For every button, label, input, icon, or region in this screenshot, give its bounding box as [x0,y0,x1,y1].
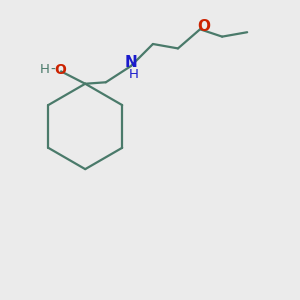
Text: O: O [55,63,66,77]
Text: H: H [40,63,50,76]
Text: N: N [124,55,137,70]
Text: -: - [50,63,55,77]
Text: H: H [128,68,138,81]
Text: O: O [197,19,210,34]
